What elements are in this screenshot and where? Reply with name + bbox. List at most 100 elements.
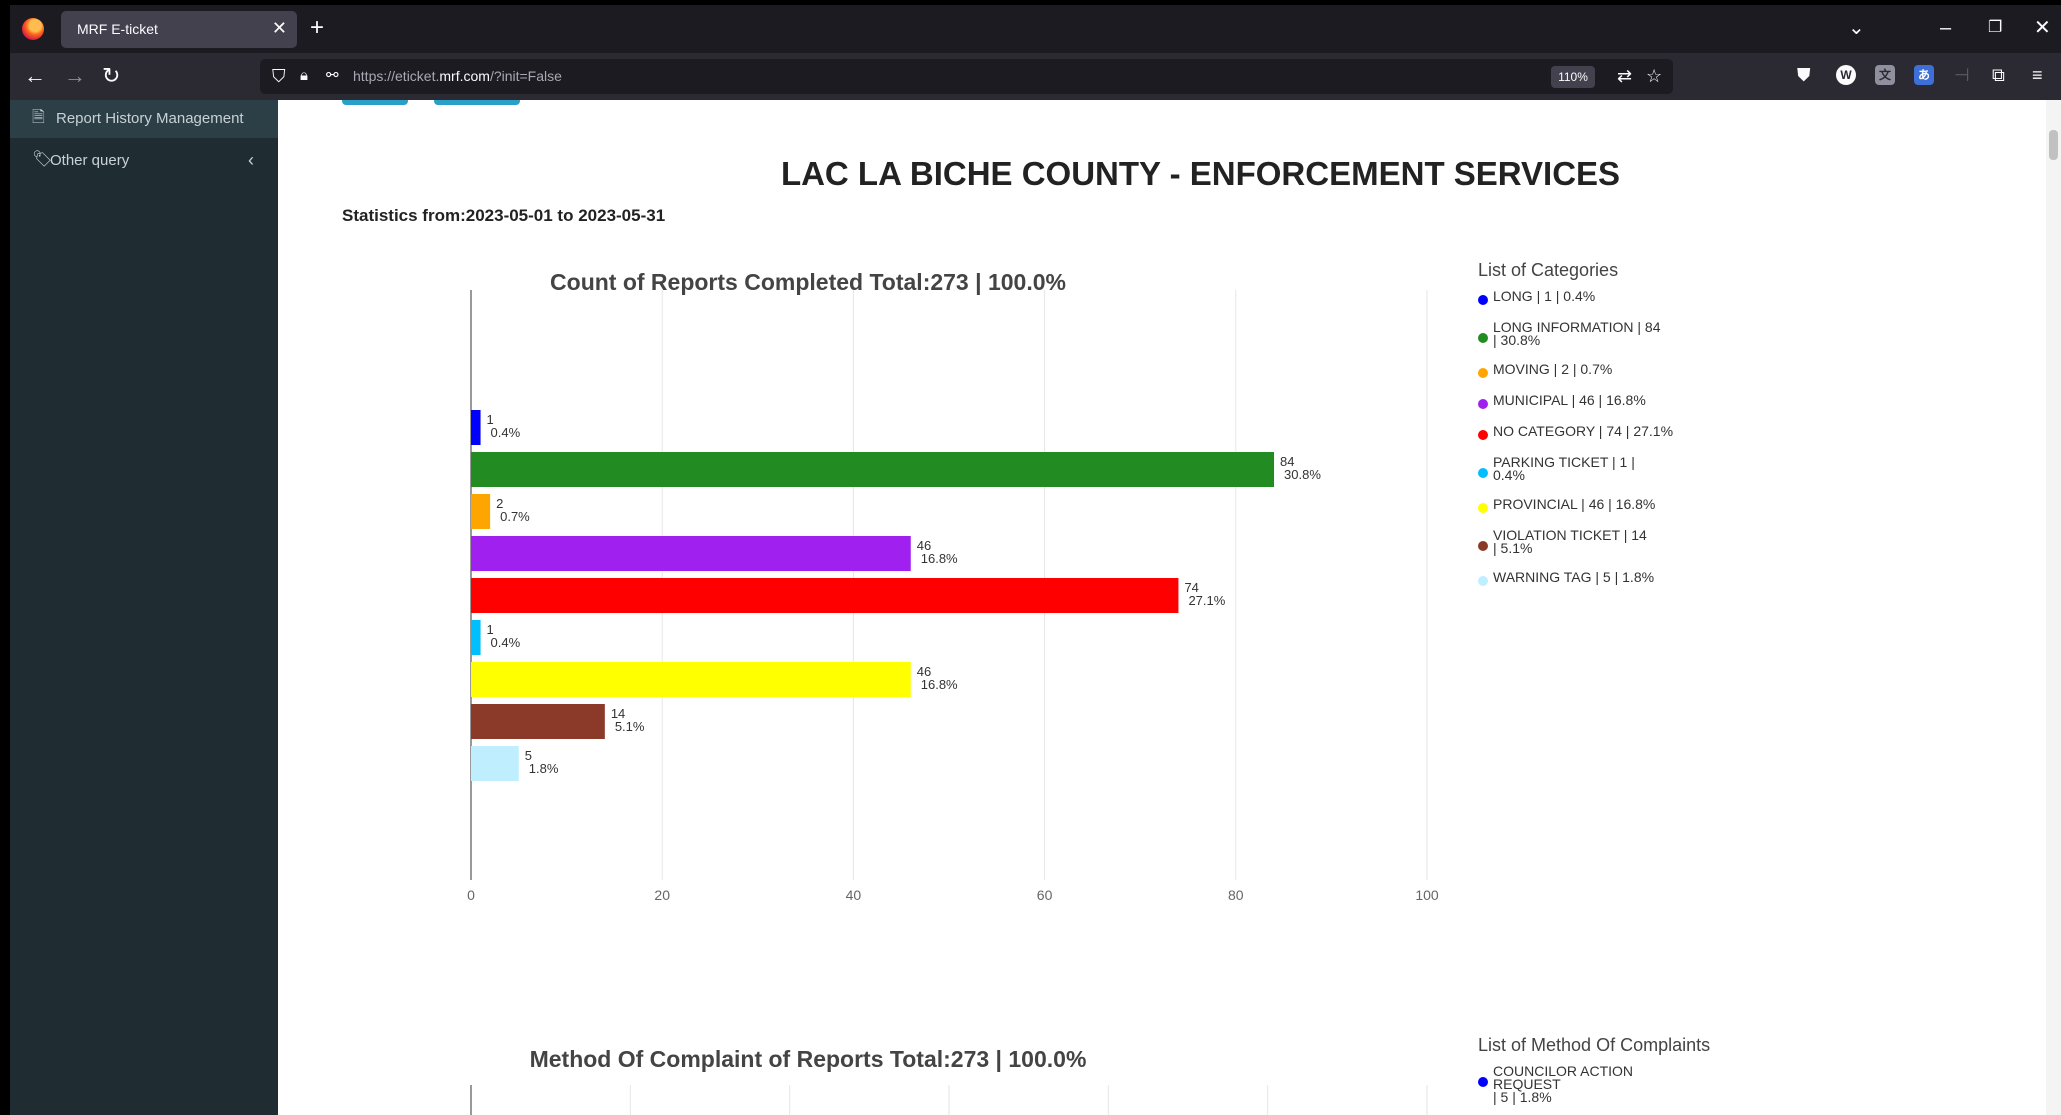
reports-charts: Count of Reports Completed Total:273 | 1… xyxy=(467,269,1439,1115)
chart-title: Method Of Complaint of Reports Total:273… xyxy=(530,1046,1087,1072)
legend-label: WARNING TAG | 5 | 1.8% xyxy=(1493,569,1655,585)
sidebar-item-label: Other query xyxy=(50,152,130,169)
tab-title: MRF E-ticket xyxy=(77,21,158,37)
chevron-left-icon[interactable]: ‹ xyxy=(248,150,254,170)
legend-color-swatch xyxy=(1478,430,1488,440)
bar-percent-label: 0.7% xyxy=(500,509,530,524)
bar-value-label: 1 xyxy=(487,412,494,427)
minimize-icon[interactable]: – xyxy=(1940,17,1952,39)
legend-label: COUNCILOR ACTION REQUEST | 5 | 1.8% xyxy=(1493,1063,1634,1105)
legend-color-swatch xyxy=(1478,295,1488,305)
statistics-range: Statistics from:2023-05-01 to 2023-05-31 xyxy=(342,206,666,225)
bar-long-information xyxy=(471,452,1275,487)
new-tab-icon[interactable]: + xyxy=(310,14,325,41)
x-tick-label: 0 xyxy=(467,887,475,903)
x-tick-label: 100 xyxy=(1415,887,1439,903)
bar-percent-label: 16.8% xyxy=(921,677,958,692)
legend-label: VIOLATION TICKET | 14 | 5.1% xyxy=(1493,527,1647,556)
sidebar: 🗎 Report History Management 🏷︎ Other que… xyxy=(10,100,278,1115)
bookmark-star-icon[interactable]: ☆ xyxy=(1646,66,1663,86)
sidebar-item-label: Report History Management xyxy=(56,110,244,127)
bar-municipal xyxy=(471,536,911,571)
extension-icon[interactable]: 文 xyxy=(1875,65,1895,85)
document-icon: 🗎 xyxy=(32,109,45,126)
bar-value-label: 46 xyxy=(917,664,931,679)
legend-title: List of Categories xyxy=(1478,260,1619,280)
legend-color-swatch xyxy=(1478,576,1488,586)
legend-color-swatch xyxy=(1478,368,1488,378)
bar-percent-label: 5.1% xyxy=(615,719,645,734)
legend-label: PROVINCIAL | 46 | 16.8% xyxy=(1493,496,1656,512)
bar-percent-label: 16.8% xyxy=(921,551,958,566)
lock-icon[interactable]: 🔒︎ xyxy=(300,67,308,84)
extensions-puzzle-icon[interactable]: ⧉ xyxy=(1992,65,2005,85)
x-tick-label: 20 xyxy=(654,887,670,903)
bar-parking-ticket xyxy=(471,620,481,655)
bar-value-label: 14 xyxy=(611,706,625,721)
legend-color-swatch xyxy=(1478,541,1488,551)
x-tick-label: 40 xyxy=(846,887,862,903)
toolbar-button[interactable] xyxy=(342,100,408,105)
main-content: LAC LA BICHE COUNTY - ENFORCEMENT SERVIC… xyxy=(278,100,2061,1115)
browser-tab-bar: MRF E-ticket ✕ + ⌄ – ❐ ✕ xyxy=(10,5,2061,53)
bar-percent-label: 27.1% xyxy=(1188,593,1225,608)
page-title: LAC LA BICHE COUNTY - ENFORCEMENT SERVIC… xyxy=(780,155,1621,192)
bar-value-label: 5 xyxy=(525,748,532,763)
back-icon[interactable]: ← xyxy=(24,63,46,88)
bar-value-label: 46 xyxy=(917,538,931,553)
list-tabs-icon[interactable]: ⌄ xyxy=(1848,17,1865,39)
bar-percent-label: 0.4% xyxy=(491,635,521,650)
bar-value-label: 1 xyxy=(487,622,494,637)
legend-label: LONG | 1 | 0.4% xyxy=(1493,288,1596,304)
scrollbar-thumb[interactable] xyxy=(2049,130,2058,160)
zoom-indicator[interactable]: 110% xyxy=(1551,66,1595,88)
page-scrollbar[interactable] xyxy=(2046,100,2061,1115)
bar-percent-label: 0.4% xyxy=(491,425,521,440)
legend-color-swatch xyxy=(1478,333,1488,343)
bar-value-label: 84 xyxy=(1280,454,1294,469)
legend-title: List of Method Of Complaints xyxy=(1478,1035,1711,1055)
pocket-icon[interactable]: ⛊ xyxy=(1797,65,1811,85)
bar-percent-label: 30.8% xyxy=(1284,467,1321,482)
legend-label: LONG INFORMATION | 84 | 30.8% xyxy=(1493,319,1661,348)
tag-icon: 🏷︎ xyxy=(32,151,53,168)
bar-long xyxy=(471,410,481,445)
bar-provincial xyxy=(471,662,911,697)
legend-label: PARKING TICKET | 1 | 0.4% xyxy=(1493,454,1635,483)
bar-percent-label: 1.8% xyxy=(529,761,559,776)
translate-icon[interactable]: ⇄ xyxy=(1617,66,1633,86)
legend-color-swatch xyxy=(1478,468,1488,478)
browser-nav-bar: ← → ↻ ⛉ 🔒︎ ⚯ https://eticket.mrf.com/?in… xyxy=(10,53,2061,100)
menu-icon[interactable]: ≡ xyxy=(2032,65,2043,85)
w-extension-icon[interactable]: W xyxy=(1836,65,1856,85)
browser-tab[interactable]: MRF E-ticket ✕ xyxy=(61,11,297,48)
legend-color-swatch xyxy=(1478,1077,1488,1087)
x-tick-label: 80 xyxy=(1228,887,1244,903)
legend-label: MOVING | 2 | 0.7% xyxy=(1493,361,1613,377)
firefox-logo-icon[interactable] xyxy=(22,18,44,40)
translator-extension-icon[interactable]: あ xyxy=(1914,65,1934,85)
legend-color-swatch xyxy=(1478,399,1488,409)
restore-icon[interactable]: ❐ xyxy=(1988,19,2003,36)
screen: MRF E-ticket ✕ + ⌄ – ❐ ✕ ← → ↻ ⛉ 🔒︎ ⚯ ht… xyxy=(10,5,2061,1115)
permissions-icon[interactable]: ⚯ xyxy=(326,67,339,84)
bar-violation-ticket xyxy=(471,704,605,739)
url-text[interactable]: https://eticket.mrf.com/?init=False xyxy=(353,68,562,84)
bar-no-category xyxy=(471,578,1179,613)
bar-warning-tag xyxy=(471,746,519,781)
close-window-icon[interactable]: ✕ xyxy=(2034,17,2051,39)
bar-value-label: 74 xyxy=(1184,580,1198,595)
pin-icon[interactable]: ⊣ xyxy=(1954,65,1970,85)
url-bar[interactable]: ⛉ 🔒︎ ⚯ https://eticket.mrf.com/?init=Fal… xyxy=(260,59,1673,94)
close-tab-icon[interactable]: ✕ xyxy=(271,18,287,38)
bar-moving xyxy=(471,494,491,529)
toolbar-button[interactable] xyxy=(434,100,520,105)
x-tick-label: 60 xyxy=(1037,887,1053,903)
sidebar-item-report-history[interactable]: 🗎 Report History Management xyxy=(10,100,278,138)
chart-title: Count of Reports Completed Total:273 | 1… xyxy=(550,269,1066,295)
bar-value-label: 2 xyxy=(496,496,503,511)
tracking-shield-icon[interactable]: ⛉ xyxy=(272,66,286,86)
reload-icon[interactable]: ↻ xyxy=(102,63,121,88)
sidebar-item-other-query[interactable]: 🏷︎ Other query ‹ xyxy=(10,142,278,180)
forward-icon[interactable]: → xyxy=(64,63,86,88)
